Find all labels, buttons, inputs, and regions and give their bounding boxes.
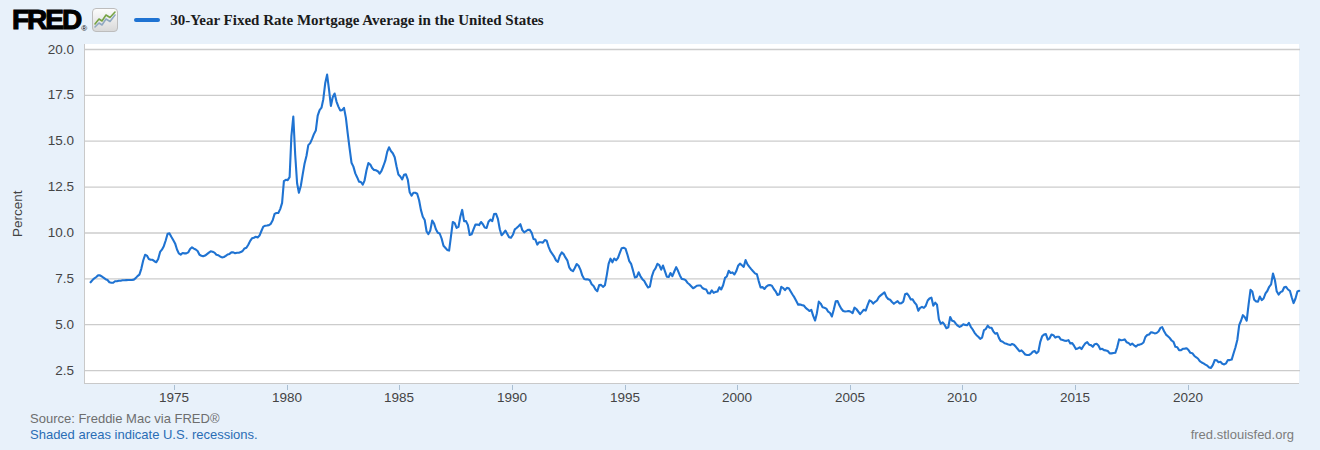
x-tick-label-2010: 2010: [940, 390, 984, 405]
source-text: Source: Freddie Mac via FRED®: [30, 411, 219, 426]
series-line: [91, 75, 1300, 368]
fred-sparkline-icon: [92, 8, 118, 32]
x-tick-label-2000: 2000: [715, 390, 759, 405]
y-tick-label-7.5: 7.5: [0, 271, 74, 286]
y-tick-label-15.0: 15.0: [0, 133, 74, 148]
fred-logo-registered-mark: ®: [81, 24, 87, 33]
x-tick-label-1980: 1980: [265, 390, 309, 405]
mortgage-rate-line-chart: [85, 44, 1300, 384]
series-legend-swatch: [134, 18, 160, 22]
x-tick-label-1995: 1995: [603, 390, 647, 405]
y-tick-label-12.5: 12.5: [0, 179, 74, 194]
x-tick-label-2005: 2005: [828, 390, 872, 405]
y-tick-label-17.5: 17.5: [0, 87, 74, 102]
x-tick-label-2020: 2020: [1166, 390, 1210, 405]
recessions-note-link[interactable]: Shaded areas indicate U.S. recessions.: [30, 427, 258, 442]
header: FRED® 30-Year Fixed Rate Mortgage Averag…: [12, 6, 544, 34]
y-tick-label-2.5: 2.5: [0, 363, 74, 378]
fred-site-link[interactable]: fred.stlouisfed.org: [1191, 427, 1294, 442]
x-tick-label-1975: 1975: [152, 390, 196, 405]
y-tick-label-20.0: 20.0: [0, 42, 74, 57]
x-tick-label-1990: 1990: [490, 390, 534, 405]
plot-area: [84, 44, 1299, 384]
y-tick-label-5.0: 5.0: [0, 317, 74, 332]
fred-chart-widget: { "header": { "logo_text": "FRED", "logo…: [0, 0, 1320, 450]
x-tick-label-2015: 2015: [1053, 390, 1097, 405]
fred-logo[interactable]: FRED: [12, 7, 80, 33]
chart-title: 30-Year Fixed Rate Mortgage Average in t…: [170, 12, 544, 29]
x-tick-label-1985: 1985: [377, 390, 421, 405]
y-tick-label-10.0: 10.0: [0, 225, 74, 240]
